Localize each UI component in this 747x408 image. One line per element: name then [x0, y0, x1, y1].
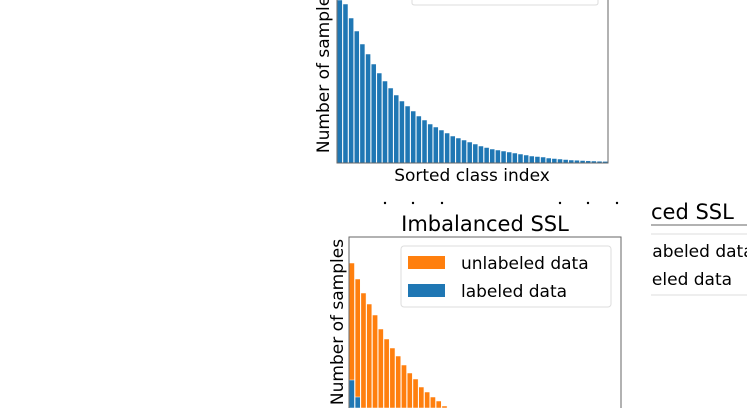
bar-unlabeled — [430, 396, 436, 408]
chart-title: Imbalanced SSL — [401, 212, 569, 236]
bar-unlabeled — [360, 292, 367, 408]
bar — [483, 147, 490, 163]
bar-unlabeled — [377, 328, 384, 408]
bar — [495, 149, 501, 163]
chart-top: Number of samples Sorted class index — [314, 0, 609, 186]
bar — [410, 110, 416, 163]
bar-unlabeled — [418, 386, 425, 408]
bar — [382, 80, 388, 163]
bar — [478, 145, 484, 163]
bar — [342, 3, 349, 163]
bar-unlabeled — [395, 355, 402, 408]
bar — [523, 154, 529, 163]
bar — [489, 148, 496, 163]
bar — [359, 43, 366, 163]
bar — [387, 87, 394, 163]
bar-unlabeled — [389, 347, 396, 408]
bar — [551, 158, 558, 163]
bar — [568, 159, 575, 163]
bar-unlabeled — [366, 303, 373, 408]
axes-spines-top — [336, 0, 609, 164]
bar — [449, 135, 456, 163]
y-axis-label-top: Number of samples — [314, 0, 334, 153]
bar — [562, 159, 569, 163]
y-axis-label-middle: Number of samples — [328, 239, 348, 405]
bar — [348, 17, 354, 163]
bar — [399, 100, 405, 163]
bar — [427, 123, 433, 163]
bar — [472, 143, 479, 163]
bar — [545, 157, 552, 163]
bar-unlabeled — [372, 314, 378, 408]
bar — [517, 153, 524, 163]
bar — [365, 53, 371, 163]
legend-label-unlabeled-right: unlabeled data — [626, 242, 747, 262]
bar — [591, 160, 597, 163]
chart-imbalanced-ssl-right: Imbalanced SSL unlabeled data labeled da… — [566, 200, 747, 296]
bar — [512, 152, 518, 163]
bar — [433, 126, 439, 163]
separator-dots — [383, 201, 619, 205]
x-axis-label-top: Sorted class index — [394, 166, 550, 186]
bar — [585, 160, 592, 163]
bar-unlabeled — [424, 391, 430, 408]
bar — [337, 0, 343, 163]
bar — [500, 150, 507, 163]
bars-top — [337, 0, 608, 163]
bar-unlabeled — [401, 364, 407, 408]
bar — [529, 155, 535, 163]
bar — [404, 105, 411, 163]
bar — [461, 139, 467, 163]
bar-unlabeled — [383, 338, 390, 408]
axes-spines-middle — [348, 236, 622, 408]
bar — [466, 141, 473, 163]
bar — [506, 151, 512, 163]
legend-label-unlabeled: unlabeled data — [461, 254, 589, 274]
legend-swatch-labeled — [408, 284, 445, 297]
legend-box-right — [651, 233, 747, 296]
chart-title-right: Imbalanced SSL — [566, 200, 734, 224]
bar — [444, 132, 450, 163]
bar — [540, 156, 546, 163]
bar-unlabeled — [435, 400, 442, 408]
legend-box-top — [411, 0, 599, 6]
bars-middle — [349, 262, 448, 408]
bar — [353, 30, 360, 163]
bar-unlabeled — [406, 372, 413, 408]
chart-imbalanced-ssl: Imbalanced SSL Number of samples unlabel… — [328, 212, 622, 408]
legend-label-labeled: labeled data — [461, 282, 567, 302]
bar — [534, 156, 541, 163]
legend-middle: unlabeled data labeled data — [400, 245, 612, 308]
bar — [416, 115, 422, 163]
bar — [421, 119, 428, 163]
bar-unlabeled — [441, 405, 448, 408]
legend-swatch-unlabeled — [408, 256, 445, 269]
bar — [370, 63, 377, 163]
bar-unlabeled — [412, 378, 419, 408]
bar-unlabeled — [354, 278, 361, 408]
bar-labeled — [349, 379, 355, 408]
bar-labeled — [354, 396, 361, 408]
bar — [376, 72, 383, 163]
bar — [455, 137, 462, 163]
bar — [557, 158, 563, 163]
legend-label-labeled-right: labeled data — [626, 270, 732, 290]
bar — [579, 160, 586, 163]
bar — [393, 94, 400, 163]
bar — [438, 129, 445, 163]
